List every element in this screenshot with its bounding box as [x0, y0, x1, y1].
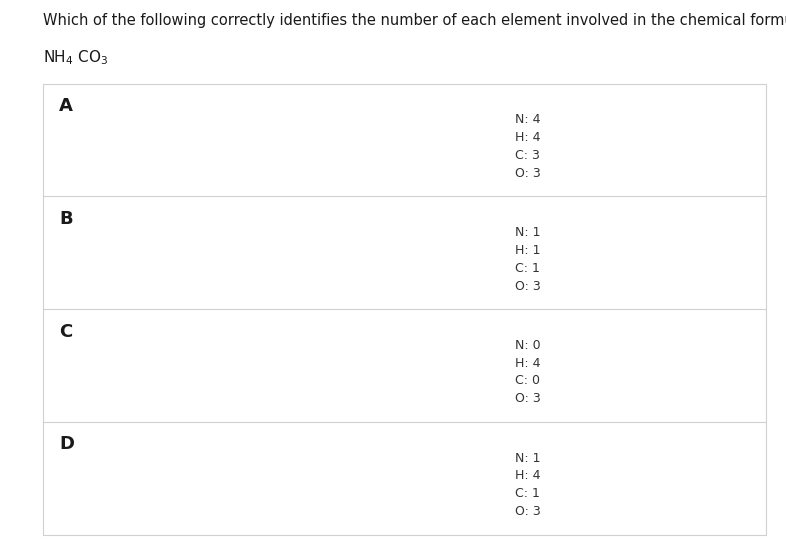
- Text: C: C: [59, 322, 72, 341]
- Text: H: 1: H: 1: [515, 244, 540, 257]
- Text: C: 3: C: 3: [515, 149, 540, 162]
- Text: H: 4: H: 4: [515, 356, 540, 369]
- Text: C: 0: C: 0: [515, 374, 540, 387]
- Text: O: 3: O: 3: [515, 392, 541, 405]
- Text: D: D: [59, 435, 74, 454]
- Text: H: 4: H: 4: [515, 469, 540, 482]
- Text: H: 4: H: 4: [515, 131, 540, 144]
- Text: O: 3: O: 3: [515, 167, 541, 180]
- Bar: [43, 84, 766, 535]
- Text: N: 1: N: 1: [515, 226, 540, 239]
- Text: C: 1: C: 1: [515, 487, 540, 500]
- Text: A: A: [59, 97, 73, 115]
- Text: O: 3: O: 3: [515, 280, 541, 293]
- Text: B: B: [59, 210, 72, 228]
- Text: C: 1: C: 1: [515, 262, 540, 275]
- Text: N: 1: N: 1: [515, 451, 540, 464]
- Text: N: 4: N: 4: [515, 113, 540, 126]
- Text: O: 3: O: 3: [515, 505, 541, 518]
- Text: N: 0: N: 0: [515, 339, 541, 352]
- Text: Which of the following correctly identifies the number of each element involved : Which of the following correctly identif…: [43, 14, 786, 29]
- Text: NH$_4$ CO$_3$: NH$_4$ CO$_3$: [43, 49, 108, 68]
